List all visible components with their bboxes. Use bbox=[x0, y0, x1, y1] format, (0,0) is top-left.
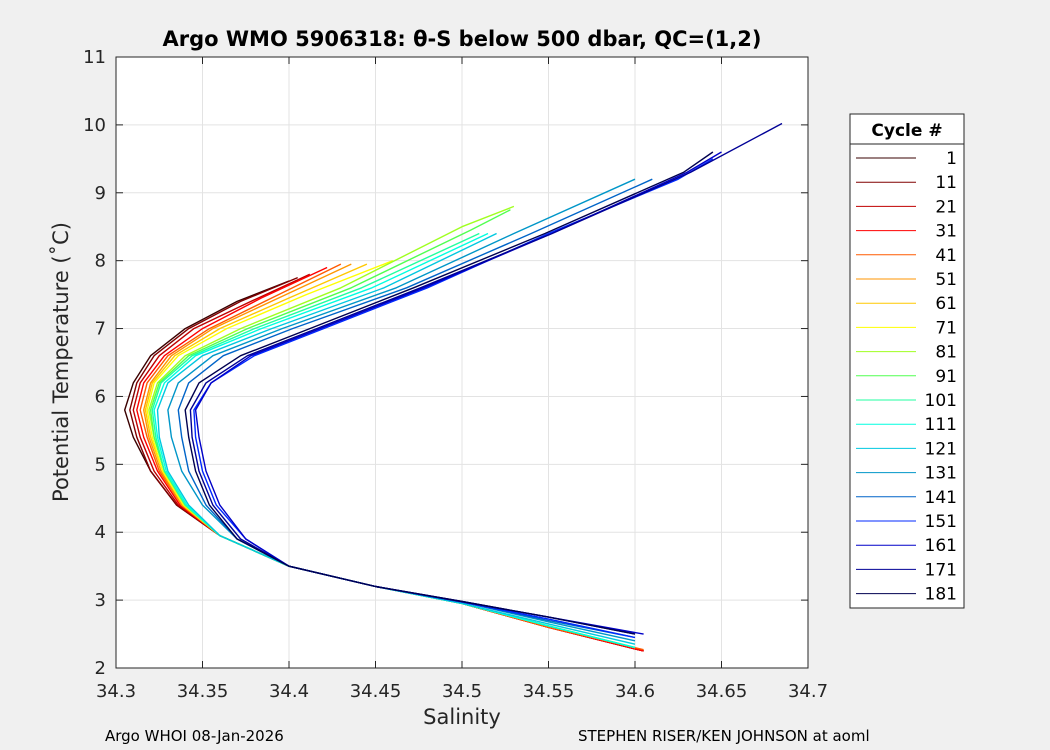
x-tick-label: 34.6 bbox=[615, 681, 655, 702]
legend-label-1: 1 bbox=[946, 149, 957, 169]
legend-label-31: 31 bbox=[935, 222, 957, 242]
y-tick-label: 6 bbox=[95, 386, 106, 407]
legend-label-181: 181 bbox=[925, 585, 957, 605]
y-tick-label: 8 bbox=[95, 251, 106, 272]
legend-label-51: 51 bbox=[935, 270, 957, 290]
y-tick-label: 3 bbox=[95, 590, 106, 611]
legend-label-111: 111 bbox=[925, 415, 957, 435]
series-line-181 bbox=[184, 151, 714, 635]
legend-label-91: 91 bbox=[935, 367, 957, 387]
legend-label-41: 41 bbox=[935, 246, 957, 266]
axis-ticks: 34.3 34.35 34.4 34.45 34.5 34.55 34.6 34.65 34.7… bbox=[83, 47, 828, 702]
y-tick-label: 7 bbox=[95, 319, 106, 340]
legend-label-131: 131 bbox=[925, 464, 957, 484]
x-tick-label: 34.35 bbox=[177, 681, 229, 702]
legend-label-21: 21 bbox=[935, 197, 957, 217]
legend-label-121: 121 bbox=[925, 439, 957, 459]
legend-label-81: 81 bbox=[935, 343, 957, 363]
y-tick-label: 10 bbox=[83, 115, 106, 136]
legend-label-11: 11 bbox=[935, 173, 957, 193]
x-tick-label: 34.5 bbox=[442, 681, 482, 702]
legend-title: Cycle # bbox=[871, 121, 942, 141]
chart-title: Argo WMO 5906318: θ-S below 500 dbar, QC… bbox=[163, 27, 762, 51]
legend-label-171: 171 bbox=[925, 560, 957, 580]
series-lines bbox=[123, 122, 783, 652]
legend-label-71: 71 bbox=[935, 318, 957, 338]
x-axis-label: Salinity bbox=[423, 705, 501, 729]
legend-label-141: 141 bbox=[925, 488, 957, 508]
x-tick-label: 34.45 bbox=[350, 681, 402, 702]
y-axis-label: Potential Temperature (˚C) bbox=[49, 222, 73, 502]
legend-label-161: 161 bbox=[925, 536, 957, 556]
series-line-121 bbox=[156, 232, 636, 645]
legend-label-61: 61 bbox=[935, 294, 957, 314]
legend-box bbox=[849, 113, 965, 609]
legend-label-151: 151 bbox=[925, 512, 957, 532]
footer-right: STEPHEN RISER/KEN JOHNSON at aoml bbox=[578, 727, 870, 745]
x-tick-label: 34.55 bbox=[523, 681, 575, 702]
x-tick-label: 34.4 bbox=[269, 681, 309, 702]
x-tick-label: 34.3 bbox=[96, 681, 136, 702]
y-tick-label: 5 bbox=[95, 454, 106, 475]
y-tick-label: 4 bbox=[95, 522, 106, 543]
legend-label-101: 101 bbox=[925, 391, 957, 411]
y-tick-label: 2 bbox=[95, 658, 106, 679]
footer-left: Argo WHOI 08-Jan-2026 bbox=[105, 727, 284, 745]
x-tick-label: 34.65 bbox=[696, 681, 748, 702]
y-tick-label: 11 bbox=[83, 47, 106, 68]
legend: Cycle # 11121314151617181911011111211311… bbox=[849, 113, 965, 609]
y-tick-label: 9 bbox=[95, 183, 106, 204]
x-tick-label: 34.7 bbox=[788, 681, 828, 702]
